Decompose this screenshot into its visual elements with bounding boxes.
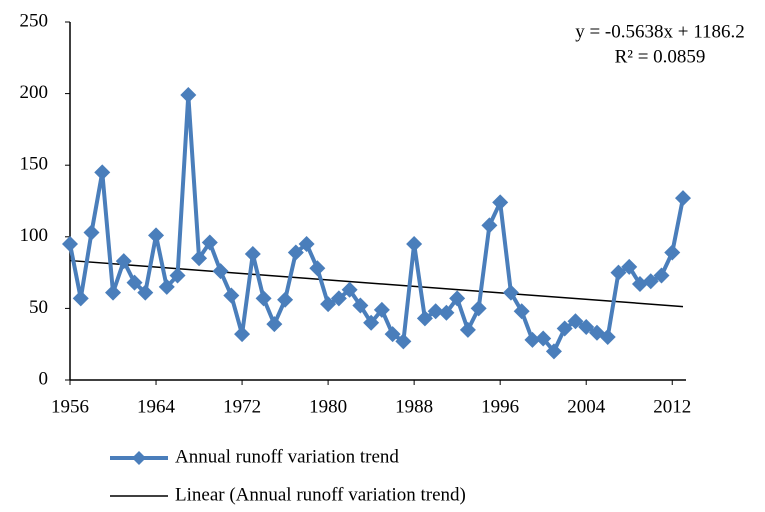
data-point [513,303,530,320]
data-point [459,321,476,338]
data-point [438,304,455,321]
x-tick-label: 1996 [481,396,519,417]
data-point [212,263,229,280]
data-point [395,333,412,350]
trend-equation: y = -0.5638x + 1186.2 [575,21,745,42]
data-point [416,310,433,327]
data-point [105,284,122,301]
data-point [373,301,390,318]
data-point [180,87,197,104]
x-tick-label: 2012 [653,396,691,417]
data-point [287,244,304,261]
data-point [158,278,175,295]
trend-line [69,259,684,308]
x-tick-label: 1956 [51,396,89,417]
trend-r2: R² = 0.0859 [615,46,706,67]
y-tick-label: 0 [39,368,49,389]
data-point [352,297,369,314]
y-tick-label: 100 [20,225,49,246]
data-point [524,331,541,348]
data-point [610,264,627,281]
data-point [384,326,401,343]
series-line [68,93,685,354]
data-point [169,267,186,284]
legend-label: Linear (Annual runoff variation trend) [175,484,466,505]
data-point [234,326,251,343]
data-point [653,267,670,284]
data-point [341,281,358,298]
data-point [664,244,681,261]
data-point [545,343,562,360]
data-point [148,227,165,244]
y-tick-label: 200 [20,82,49,103]
data-point [578,319,595,336]
data-point [266,316,283,333]
legend-label: Annual runoff variation trend [175,446,399,467]
data-point [599,329,616,346]
data-point [330,290,347,307]
x-tick-label: 1972 [223,396,261,417]
data-point [481,217,498,234]
data-point [621,258,638,275]
data-point [201,234,218,251]
y-tick-label: 250 [20,10,49,31]
data-point [470,300,487,317]
data-point [502,284,519,301]
x-tick-label: 1980 [309,396,347,417]
y-tick-label: 50 [29,297,48,318]
data-point [406,235,423,252]
data-point [675,190,691,207]
data-point [556,320,573,337]
x-tick-label: 1964 [137,396,176,417]
x-tick-label: 1988 [395,396,433,417]
data-point [62,235,78,252]
data-point [427,303,444,320]
data-point [277,291,294,308]
x-tick-label: 2004 [567,396,606,417]
legend-marker [132,451,146,465]
data-point [223,287,240,304]
data-point [309,260,326,277]
data-point [72,290,89,307]
data-point [191,250,208,267]
data-point [137,284,154,301]
data-point [320,296,337,313]
data-point [115,253,132,270]
y-tick-label: 150 [20,154,49,175]
data-point [449,290,466,307]
data-point [642,273,659,290]
data-point [492,194,509,211]
data-point [83,224,100,241]
data-point [298,235,315,252]
data-point [255,290,272,307]
data-point [535,330,552,347]
data-point [567,313,584,330]
data-point [363,314,380,331]
data-point [94,164,111,181]
data-point [244,245,261,262]
data-point [126,274,143,291]
